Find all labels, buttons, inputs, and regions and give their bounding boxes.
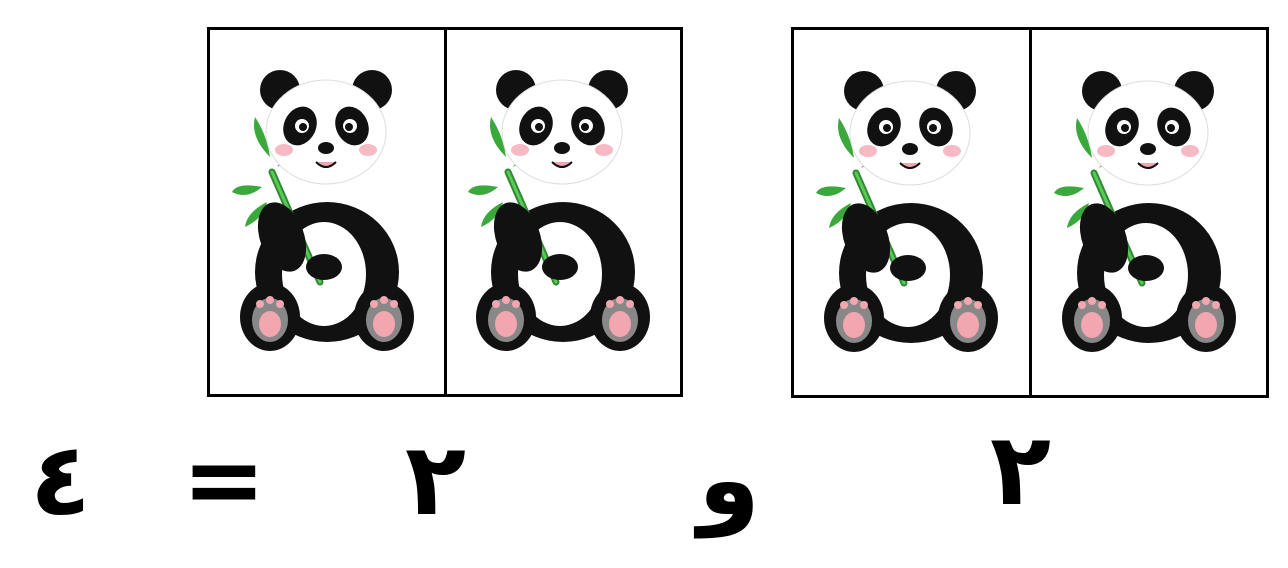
total-number: ٤ xyxy=(30,421,92,538)
panda-cell xyxy=(794,30,1029,395)
panda-cell xyxy=(443,30,681,394)
panda-icon xyxy=(468,62,658,362)
equals-sign: = xyxy=(182,421,266,538)
panda-icon xyxy=(1054,63,1244,363)
panda-group-left xyxy=(207,27,683,397)
panda-group-right xyxy=(791,27,1269,398)
right-count-number: ٢ xyxy=(990,411,1052,528)
panda-icon xyxy=(816,63,1006,363)
left-count-number: ٢ xyxy=(405,421,467,538)
panda-cell xyxy=(210,30,444,394)
conjunction-and: و xyxy=(698,421,761,538)
panda-icon xyxy=(232,62,422,362)
panda-cell xyxy=(1028,30,1267,395)
